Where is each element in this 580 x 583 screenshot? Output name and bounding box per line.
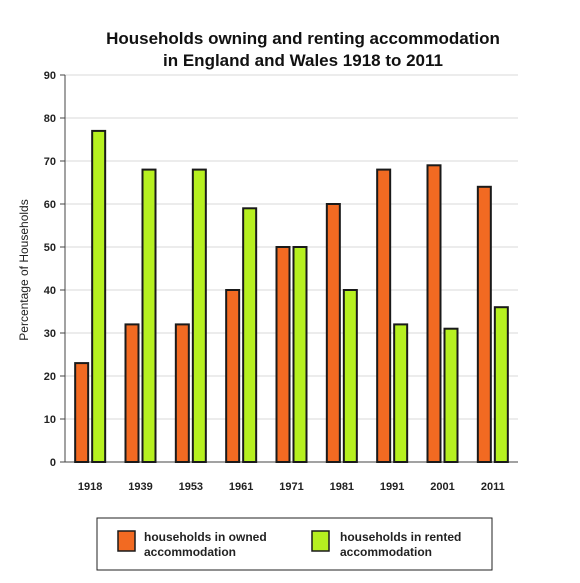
bar-owned-2001 [426,164,442,464]
y-axis-label: Percentage of Households [17,199,31,340]
x-tick-label-2001: 2001 [430,481,454,493]
bar-rented-1991 [393,323,409,463]
y-tick-label: 20 [44,371,56,383]
chart-title: Households owning and renting accommodat… [106,29,500,70]
legend-owned-label: households in owned [144,530,267,544]
x-tick-label-1961: 1961 [229,481,253,493]
x-tick-label-1939: 1939 [128,481,152,493]
x-tick-label-1991: 1991 [380,481,404,493]
y-tick-label: 70 [44,156,56,168]
bar-owned-2011 [476,185,492,464]
legend: households in ownedaccommodationhousehol… [96,517,493,571]
bar-rented-2001 [443,327,459,464]
bar-owned-1918 [74,362,90,464]
bar-rented-2011 [493,306,509,464]
y-tick-label: 40 [44,285,56,297]
legend-rented-label: households in rented [340,530,461,544]
x-axis-ticks: 1918 1939 1953 1961 1971 1981 1991 2001 2011 [78,481,505,493]
y-tick-label: 60 [44,199,56,211]
bar-owned-1953 [174,323,190,463]
bar-owned-1961 [225,289,241,463]
bar-rented-1961 [242,207,258,463]
y-tick-label: 90 [44,70,56,82]
bar-rented-1981 [342,289,358,463]
x-tick-label-1953: 1953 [179,481,203,493]
bar-owned-1991 [376,168,392,463]
y-tick-label: 30 [44,328,56,340]
bar-rented-1971 [292,246,308,463]
legend-rented-swatch [311,530,330,552]
chart-title-line-2: in England and Wales 1918 to 2011 [163,51,443,70]
y-tick-label: 80 [44,113,56,125]
x-tick-label-1918: 1918 [78,481,102,493]
y-axis-ticks: 0 10 20 30 40 50 60 70 80 90 [44,70,65,469]
bar-rented-1953 [191,168,207,463]
y-tick-label: 10 [44,414,56,426]
x-tick-label-1981: 1981 [330,481,354,493]
legend-box [96,517,493,571]
bars [74,129,509,464]
legend-rented-label: accommodation [340,545,432,559]
axes [64,75,518,463]
legend-owned-swatch [117,530,136,552]
y-tick-label: 0 [50,457,56,469]
bar-owned-1971 [275,246,291,463]
y-tick-label: 50 [44,242,56,254]
grid [65,74,518,420]
x-tick-label-2011: 2011 [481,481,505,493]
x-tick-label-1971: 1971 [279,481,303,493]
bar-rented-1918 [91,129,107,463]
legend-owned-label: accommodation [144,545,236,559]
bar-rented-1939 [141,168,157,463]
bar-owned-1939 [124,323,140,463]
bar-owned-1981 [325,203,341,463]
chart-title-line-1: Households owning and renting accommodat… [106,29,500,48]
